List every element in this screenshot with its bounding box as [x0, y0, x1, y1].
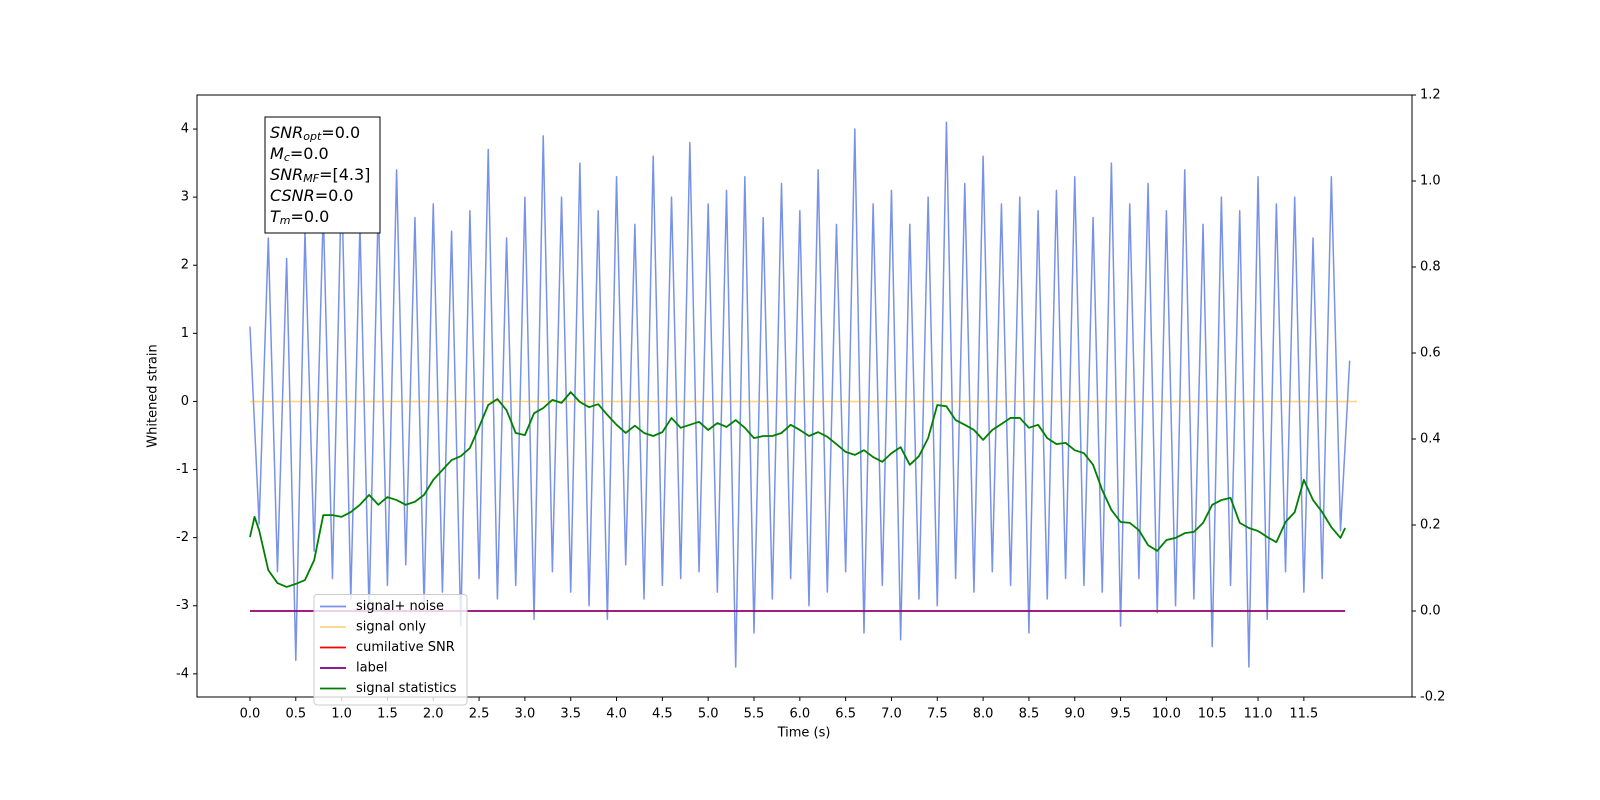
y2-tick-label: 0.2: [1420, 518, 1441, 533]
legend-frame: [313, 594, 468, 706]
x-tick-label: 0.0: [240, 707, 261, 722]
y-tick-label: -4: [176, 666, 189, 681]
annotation-text: Tm=0.0: [270, 207, 329, 228]
x-tick-label: 7.0: [881, 707, 902, 722]
x-tick-label: 2.0: [423, 707, 444, 722]
x-tick-label: 5.0: [698, 707, 719, 722]
x-tick-label: 6.0: [789, 707, 810, 722]
annotation-subscript: m: [280, 214, 291, 227]
y-tick-label: -1: [176, 462, 189, 477]
annotation-text: CSNR=0.0: [270, 186, 354, 205]
annotation-box: SNRopt=0.0Mc=0.0SNRMF=[4.3]CSNR=0.0Tm=0.…: [264, 116, 381, 234]
y-tick-label: -2: [176, 530, 189, 545]
y-tick-label: 2: [181, 258, 189, 273]
y2-tick-label: 1.0: [1420, 174, 1441, 189]
x-tick-label: 1.5: [377, 707, 398, 722]
series-line: [249, 121, 1351, 668]
legend-label: cumilative SNR: [356, 640, 455, 655]
x-tick-label: 0.5: [285, 707, 306, 722]
x-tick-label: 9.0: [1064, 707, 1085, 722]
legend-label: signal+ noise: [356, 599, 444, 614]
x-tick-label: 11.5: [1289, 707, 1318, 722]
annotation-value: =0.0: [315, 186, 354, 205]
x-tick-label: 11.0: [1244, 707, 1273, 722]
y-tick-label: 4: [181, 122, 189, 137]
annotation-value: =0.0: [290, 144, 329, 163]
legend-label: signal statistics: [356, 681, 457, 696]
annotation-value: =0.0: [321, 123, 360, 142]
legend-label: signal only: [356, 620, 426, 635]
legend-label: label: [356, 661, 387, 676]
x-tick-label: 10.5: [1198, 707, 1227, 722]
y2-tick-label: -0.2: [1420, 690, 1445, 705]
x-tick-label: 2.5: [469, 707, 490, 722]
y-tick-label: 3: [181, 190, 189, 205]
annotation-text: SNRopt=0.0: [270, 123, 360, 144]
x-tick-label: 5.5: [744, 707, 765, 722]
annotation-symbol: CSNR: [270, 186, 315, 205]
annotation-text: SNRMF=[4.3]: [270, 165, 370, 186]
legend: signal+ noise signal only cumilative SNR la…: [313, 594, 468, 706]
y-axis-label: Whitened strain: [146, 344, 161, 447]
y2-tick-label: 0.4: [1420, 432, 1441, 447]
x-tick-label: 3.5: [560, 707, 581, 722]
annotation-symbol: SNR: [270, 123, 303, 142]
x-tick-label: 3.0: [515, 707, 536, 722]
annotation-symbol: T: [270, 207, 281, 226]
y2-tick-label: 0.8: [1420, 260, 1441, 275]
annotation-value: =[4.3]: [319, 165, 370, 184]
x-tick-label: 4.5: [652, 707, 673, 722]
annotation-subscript: MF: [303, 172, 319, 185]
annotation-symbol: M: [270, 144, 284, 163]
x-tick-label: 7.5: [927, 707, 948, 722]
y-tick-label: -3: [176, 598, 189, 613]
annotation-value: =0.0: [291, 207, 330, 226]
y2-tick-label: 0.6: [1420, 346, 1441, 361]
x-tick-label: 9.5: [1110, 707, 1131, 722]
y-tick-label: 1: [181, 326, 189, 341]
y2-tick-label: 0.0: [1420, 604, 1441, 619]
y2-tick-label: 1.2: [1420, 88, 1441, 103]
annotation-subscript: c: [284, 151, 290, 164]
plot-frame: [196, 94, 1413, 698]
series-line: [249, 391, 1346, 588]
x-tick-label: 4.0: [606, 707, 627, 722]
annotation-frame: [264, 116, 381, 234]
annotation-subscript: opt: [303, 130, 322, 143]
x-tick-label: 10.0: [1152, 707, 1181, 722]
annotation-symbol: SNR: [270, 165, 303, 184]
x-tick-label: 8.0: [973, 707, 994, 722]
x-tick-label: 6.5: [835, 707, 856, 722]
x-tick-label: 8.5: [1019, 707, 1040, 722]
y-tick-label: 0: [181, 394, 189, 409]
annotation-text: Mc=0.0: [270, 144, 329, 165]
x-axis-label: Time (s): [777, 726, 831, 741]
x-tick-label: 1.0: [331, 707, 352, 722]
